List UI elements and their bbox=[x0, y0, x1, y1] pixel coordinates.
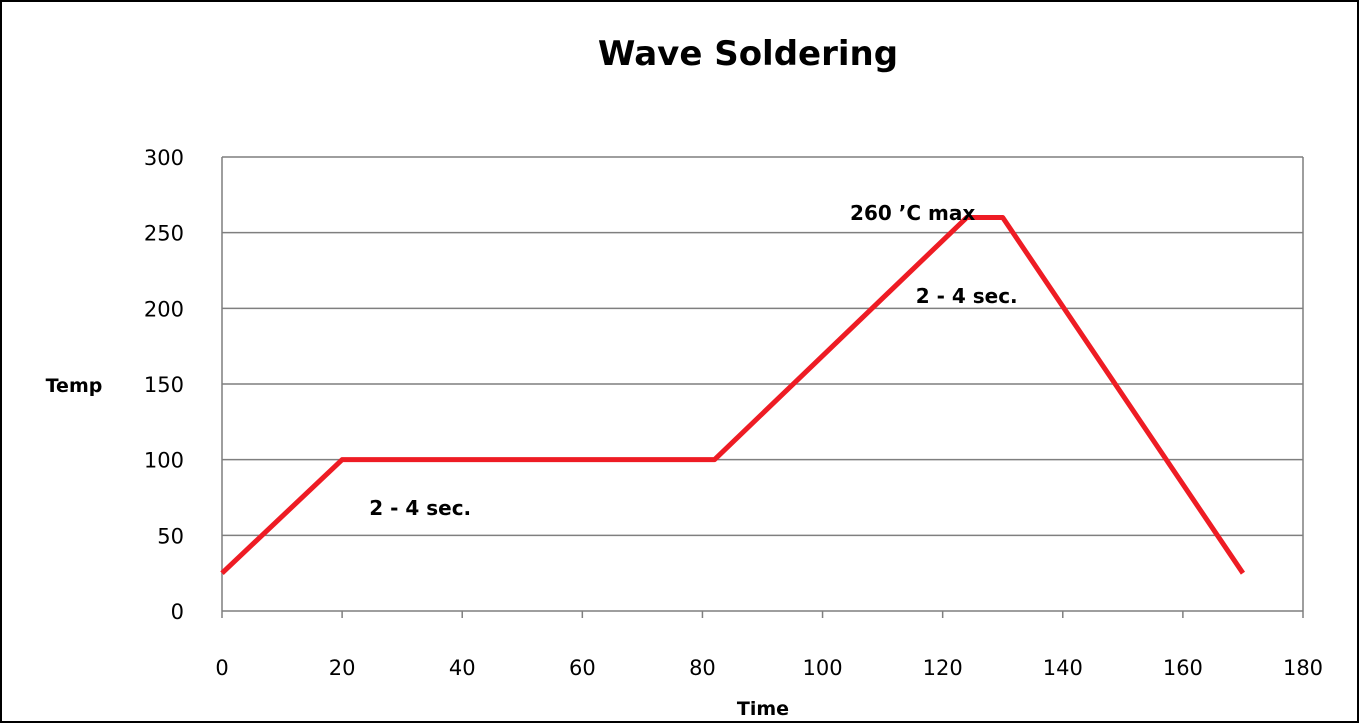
annotation-label: 2 - 4 sec. bbox=[369, 496, 471, 520]
y-tick-label: 150 bbox=[144, 373, 184, 397]
series-layer bbox=[220, 215, 1246, 575]
x-tick-label: 40 bbox=[449, 656, 476, 680]
y-axis-label: Temp bbox=[46, 375, 103, 397]
chart-title: Wave Soldering bbox=[598, 34, 898, 74]
temperature-profile-line bbox=[220, 215, 1246, 575]
x-tick-label: 60 bbox=[569, 656, 596, 680]
y-tick-label: 100 bbox=[144, 449, 184, 473]
y-tick-label: 300 bbox=[144, 146, 184, 170]
y-tick-label: 250 bbox=[144, 222, 184, 246]
annotation-layer: 260 ’C max 2 - 4 sec. 2 - 4 sec. bbox=[369, 201, 1017, 520]
x-tick-label: 80 bbox=[689, 656, 716, 680]
x-tick-label: 180 bbox=[1283, 656, 1323, 680]
y-tick-label: 0 bbox=[171, 600, 184, 624]
x-tick-label: 0 bbox=[215, 656, 228, 680]
x-tick-label: 100 bbox=[803, 656, 843, 680]
x-axis-label: Time bbox=[737, 698, 789, 720]
annotation-label: 260 ’C max bbox=[850, 201, 975, 225]
y-tick-label: 50 bbox=[157, 524, 184, 548]
x-tick-label: 140 bbox=[1043, 656, 1083, 680]
annotation-label: 2 - 4 sec. bbox=[916, 284, 1018, 308]
x-tick-label: 160 bbox=[1163, 656, 1203, 680]
axis-layer: 0 50 100 150 200 250 300 0 20 40 60 80 100 120 140 160 1… bbox=[144, 146, 1323, 680]
x-tick-label: 120 bbox=[923, 656, 963, 680]
grid-layer bbox=[222, 156, 1303, 537]
y-tick-label: 200 bbox=[144, 297, 184, 321]
x-tick-label: 20 bbox=[329, 656, 356, 680]
